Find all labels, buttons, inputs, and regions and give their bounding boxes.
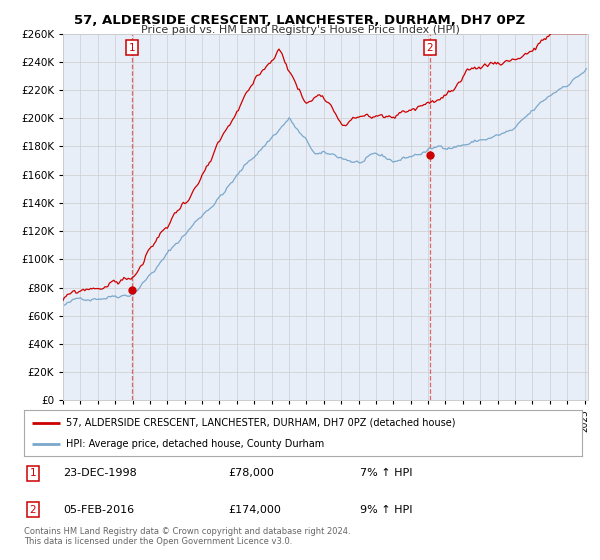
Text: 2: 2 <box>427 43 433 53</box>
Text: 23-DEC-1998: 23-DEC-1998 <box>63 468 137 478</box>
Text: 1: 1 <box>29 468 37 478</box>
Text: 1: 1 <box>129 43 136 53</box>
Text: 9% ↑ HPI: 9% ↑ HPI <box>360 505 413 515</box>
Text: 7% ↑ HPI: 7% ↑ HPI <box>360 468 413 478</box>
Text: Price paid vs. HM Land Registry's House Price Index (HPI): Price paid vs. HM Land Registry's House … <box>140 25 460 35</box>
Text: £78,000: £78,000 <box>228 468 274 478</box>
Text: 57, ALDERSIDE CRESCENT, LANCHESTER, DURHAM, DH7 0PZ (detached house): 57, ALDERSIDE CRESCENT, LANCHESTER, DURH… <box>66 418 455 428</box>
Text: 2: 2 <box>29 505 37 515</box>
Text: 57, ALDERSIDE CRESCENT, LANCHESTER, DURHAM, DH7 0PZ: 57, ALDERSIDE CRESCENT, LANCHESTER, DURH… <box>74 14 526 27</box>
Text: Contains HM Land Registry data © Crown copyright and database right 2024.
This d: Contains HM Land Registry data © Crown c… <box>24 526 350 546</box>
Text: HPI: Average price, detached house, County Durham: HPI: Average price, detached house, Coun… <box>66 439 324 449</box>
Text: 05-FEB-2016: 05-FEB-2016 <box>63 505 134 515</box>
Text: £174,000: £174,000 <box>228 505 281 515</box>
